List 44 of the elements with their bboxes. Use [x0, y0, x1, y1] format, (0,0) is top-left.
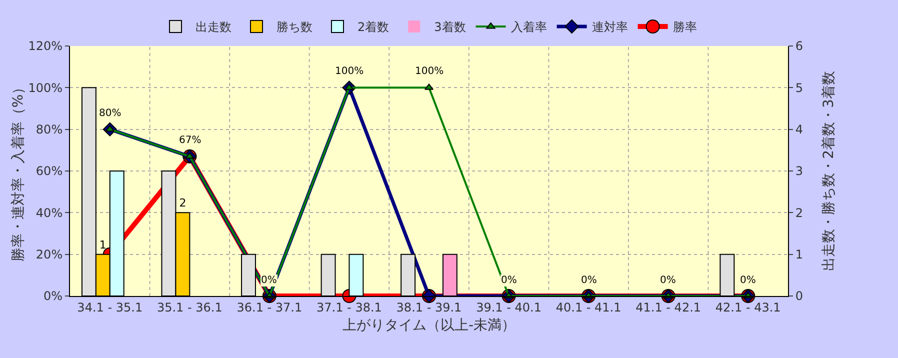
- x-tick-label: 37.1 - 38.1: [316, 300, 382, 314]
- y2-tick-label: 0: [795, 289, 804, 304]
- legend-label: 勝率: [672, 20, 697, 34]
- legend-label: 3着数: [434, 20, 466, 34]
- legend-label: 連対率: [592, 20, 628, 34]
- data-label: 100%: [335, 66, 364, 77]
- y-tick-label: 80%: [36, 122, 63, 137]
- x-tick-label: 42.1 - 43.1: [715, 300, 781, 314]
- y2-tick-label: 1: [795, 248, 804, 262]
- y-axis-title: 勝率・連対率・入着率（%）: [10, 80, 26, 262]
- x-tick-label: 36.1 - 37.1: [236, 300, 302, 314]
- data-label: 0%: [581, 275, 597, 286]
- x-tick-label: 40.1 - 41.1: [556, 300, 622, 314]
- data-label: 1: [99, 238, 106, 252]
- legend-label: 入着率: [510, 20, 547, 34]
- y-tick-label: 100%: [28, 80, 63, 95]
- y2-tick-label: 3: [795, 164, 804, 178]
- x-axis-title: 上がりタイム（以上-未満）: [342, 318, 516, 334]
- data-label: 100%: [415, 66, 444, 77]
- y-tick-label: 20%: [36, 248, 63, 262]
- x-tick-label: 41.1 - 42.1: [636, 300, 702, 314]
- y2-tick-label: 6: [795, 39, 804, 54]
- y2-tick-label: 4: [795, 122, 804, 137]
- y-tick-label: 0%: [44, 289, 63, 304]
- data-label: 0%: [660, 275, 676, 286]
- x-tick-label: 39.1 - 40.1: [476, 300, 542, 314]
- x-tick-label: 34.1 - 35.1: [77, 300, 143, 314]
- legend-label: 勝ち数: [276, 20, 312, 34]
- x-tick-label: 38.1 - 39.1: [396, 300, 462, 314]
- data-label: 2: [179, 196, 186, 210]
- data-label: 0%: [261, 275, 277, 286]
- y-tick-label: 60%: [36, 164, 63, 178]
- y2-tick-label: 5: [795, 80, 804, 95]
- data-label: 80%: [99, 108, 122, 119]
- y2-axis-title: 出走数・勝ち数・2着数・3着数: [821, 71, 837, 271]
- x-tick-label: 35.1 - 36.1: [156, 300, 222, 314]
- data-label: 0%: [501, 275, 517, 286]
- y2-tick-label: 2: [795, 206, 804, 220]
- y-tick-label: 120%: [28, 39, 63, 54]
- data-label: 67%: [179, 135, 202, 146]
- y-tick-label: 40%: [36, 206, 63, 220]
- data-label: 0%: [740, 275, 756, 286]
- legend-label: 2着数: [358, 20, 390, 34]
- legend-label: 出走数: [196, 20, 232, 34]
